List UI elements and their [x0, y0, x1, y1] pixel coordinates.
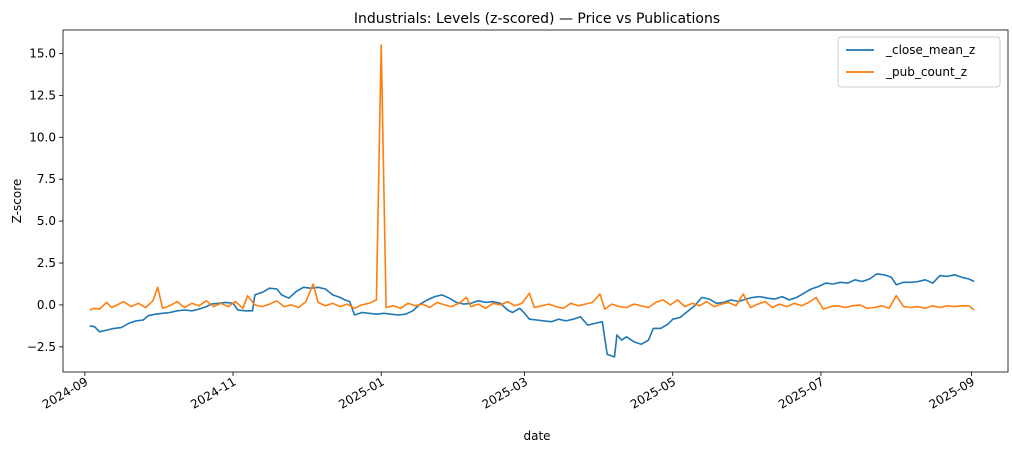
y-axis: −2.5 0.0 2.5 5.0 7.5 10.0 12.5 15.0 [27, 46, 63, 354]
legend-box [837, 36, 1001, 88]
y-tick-label: 5.0 [37, 214, 56, 228]
chart-title: Industrials: Levels (z-scored) — Price v… [354, 11, 720, 27]
legend-label-close-mean-z: _close_mean_z [885, 43, 975, 57]
y-tick-label: 12.5 [29, 88, 56, 102]
legend-label-pub-count-z: _pub_count_z [885, 65, 967, 79]
y-axis-label: Z-score [10, 179, 24, 224]
series-layer [89, 44, 975, 358]
y-tick-label: 2.5 [37, 256, 56, 270]
y-tick-label: −2.5 [27, 340, 56, 354]
y-tick-label: 10.0 [29, 130, 56, 144]
plot-area [62, 29, 1009, 373]
y-tick-label: 15.0 [29, 46, 56, 60]
series-line-close-mean-z [89, 273, 975, 358]
y-tick-label: 0.0 [37, 298, 56, 312]
axes-frame [62, 29, 1009, 373]
series-line-pub-count-z [89, 44, 975, 311]
x-axis-label: date [523, 429, 550, 443]
legend: _close_mean_z _pub_count_z [837, 36, 1001, 88]
y-tick-label: 7.5 [37, 172, 56, 186]
